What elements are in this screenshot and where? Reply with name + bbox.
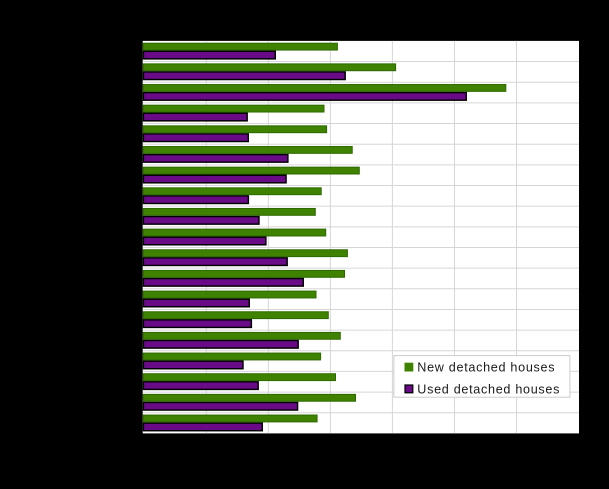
svg-text:Used detached houses: Used detached houses <box>417 382 560 396</box>
svg-text:New detached houses: New detached houses <box>417 360 555 374</box>
